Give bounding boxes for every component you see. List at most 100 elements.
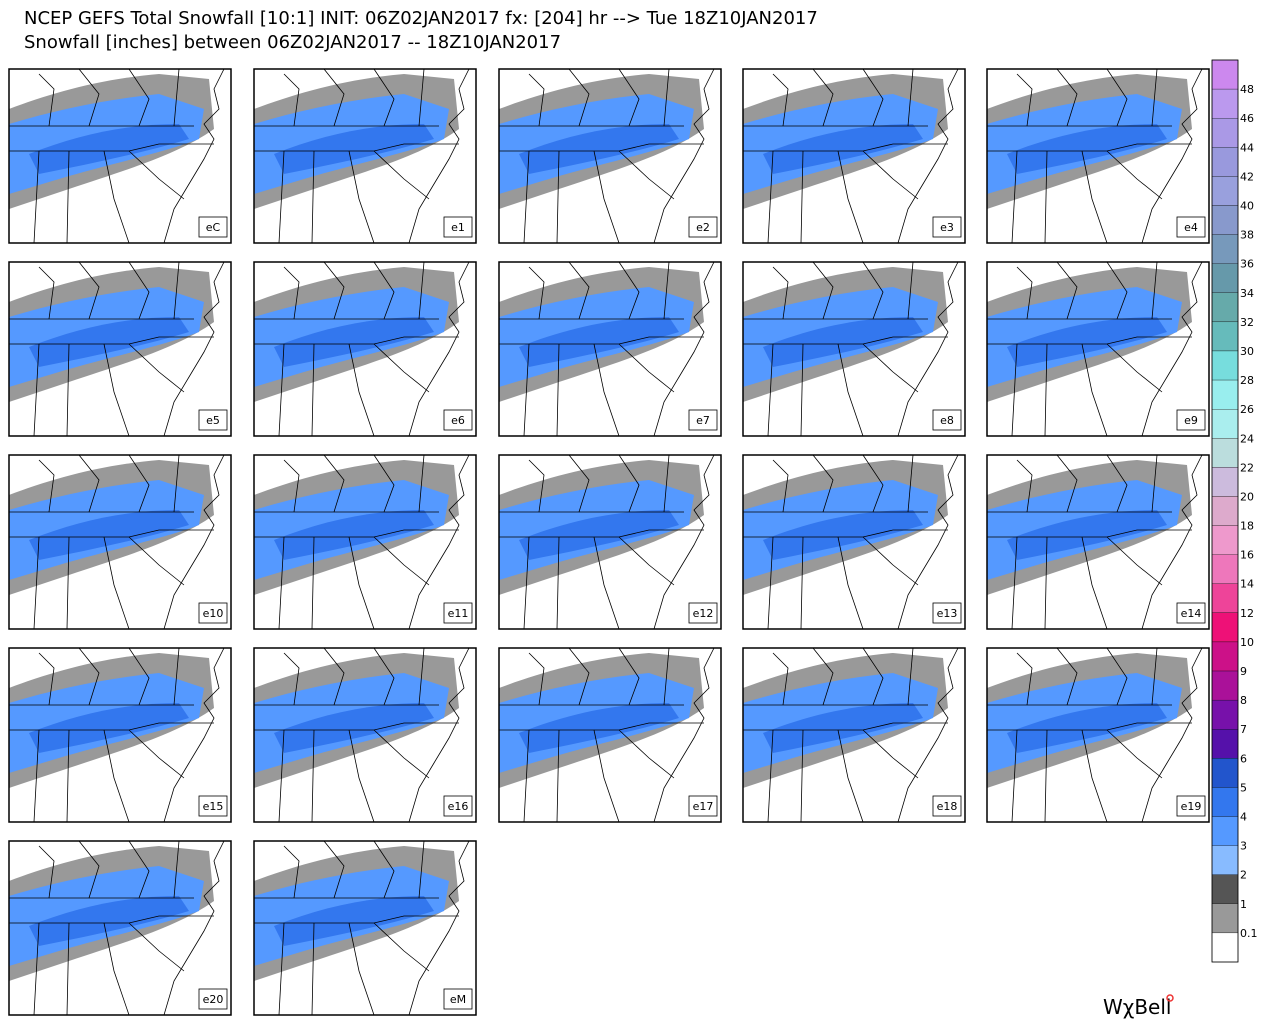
label-box <box>1176 409 1206 431</box>
panel-label: e5 <box>206 414 220 427</box>
panel-border <box>986 454 1210 630</box>
panel-label: e12 <box>693 607 714 620</box>
map-panel: e13 <box>742 454 966 630</box>
panel-label: e2 <box>696 221 710 234</box>
panel-label: e4 <box>1184 221 1198 234</box>
colorbar-swatch <box>1211 816 1239 846</box>
colorbar-label: 10 <box>1240 636 1254 649</box>
map-panel: e1 <box>253 68 477 244</box>
colorbar-label: 2 <box>1240 869 1247 882</box>
map-panel: e5 <box>8 261 232 437</box>
panel-label: e9 <box>1184 414 1198 427</box>
label-box <box>198 216 228 238</box>
colorbar-label: 9 <box>1240 665 1247 678</box>
colorbar-label: 14 <box>1240 578 1254 591</box>
colorbar-swatch <box>1211 583 1239 613</box>
map-panel: e10 <box>8 454 232 630</box>
map-panel: e4 <box>986 68 1210 244</box>
colorbar-label: 18 <box>1240 520 1254 533</box>
panel-border <box>8 261 232 437</box>
label-box <box>443 988 473 1010</box>
panel-label: e15 <box>203 800 224 813</box>
colorbar-label: 34 <box>1240 287 1254 300</box>
colorbar-label: 32 <box>1240 316 1254 329</box>
label-box <box>932 216 962 238</box>
colorbar-swatch <box>1211 147 1239 177</box>
panel-label: eC <box>206 221 221 234</box>
label-box <box>688 409 718 431</box>
label-box <box>932 795 962 817</box>
colorbar-swatch <box>1211 758 1239 788</box>
map-panel: e3 <box>742 68 966 244</box>
label-box <box>443 795 473 817</box>
panel-label: eM <box>450 993 466 1006</box>
colorbar-label: 44 <box>1240 141 1254 154</box>
label-box <box>932 409 962 431</box>
panel-border <box>253 261 477 437</box>
colorbar-label: 1 <box>1240 898 1247 911</box>
colorbar-swatch <box>1211 903 1239 934</box>
colorbar-swatch <box>1211 641 1239 672</box>
colorbar-swatch <box>1211 699 1239 730</box>
colorbar-swatch <box>1211 409 1239 439</box>
colorbar-label: 22 <box>1240 461 1254 474</box>
colorbar-swatch <box>1211 350 1239 381</box>
colorbar-swatch <box>1211 379 1239 410</box>
panel-border <box>8 840 232 1016</box>
label-box <box>198 795 228 817</box>
panel-border <box>498 454 722 630</box>
colorbar-swatch <box>1211 670 1239 701</box>
colorbar-label: 12 <box>1240 607 1254 620</box>
colorbar-swatch <box>1211 438 1239 468</box>
panel-border <box>986 647 1210 823</box>
colorbar-swatch <box>1211 176 1239 206</box>
map-panel: e6 <box>253 261 477 437</box>
colorbar-swatch <box>1211 787 1239 817</box>
panel-border <box>986 261 1210 437</box>
label-box <box>688 795 718 817</box>
panel-label: e6 <box>451 414 465 427</box>
colorbar-swatch <box>1211 874 1239 904</box>
label-box <box>1176 602 1206 624</box>
panel-label: e17 <box>693 800 714 813</box>
colorbar-swatch <box>1211 525 1239 555</box>
panel-border <box>8 647 232 823</box>
panel-border <box>742 261 966 437</box>
colorbar-swatch <box>1211 88 1239 119</box>
colorbar-border <box>1211 59 1239 963</box>
colorbar-label: 20 <box>1240 490 1254 503</box>
colorbar-swatch <box>1211 932 1239 963</box>
label-box <box>1176 216 1206 238</box>
colorbar-swatch <box>1211 554 1239 584</box>
panel-label: e13 <box>937 607 958 620</box>
panel-border <box>742 68 966 244</box>
colorbar-swatch <box>1211 845 1239 875</box>
panel-border <box>498 647 722 823</box>
map-panel: e8 <box>742 261 966 437</box>
map-panel: e20 <box>8 840 232 1016</box>
colorbar-label: 30 <box>1240 345 1254 358</box>
colorbar-swatch <box>1211 612 1239 643</box>
colorbar-label: 3 <box>1240 840 1247 853</box>
panel-label: e19 <box>1181 800 1202 813</box>
panel-border <box>498 261 722 437</box>
panel-label: e16 <box>448 800 469 813</box>
label-box <box>443 409 473 431</box>
label-box <box>443 602 473 624</box>
colorbar-swatch <box>1211 467 1239 497</box>
map-panel: eC <box>8 68 232 244</box>
panel-label: e18 <box>937 800 958 813</box>
colorbar-swatch <box>1211 59 1239 90</box>
colorbar-label: 46 <box>1240 112 1254 125</box>
colorbar-label: 0.1 <box>1240 927 1258 940</box>
panel-border <box>253 647 477 823</box>
panel-label: e3 <box>940 221 954 234</box>
colorbar-swatch <box>1211 205 1239 235</box>
map-panel: e7 <box>498 261 722 437</box>
panel-border <box>253 454 477 630</box>
label-box <box>932 602 962 624</box>
colorbar-label: 6 <box>1240 752 1247 765</box>
colorbar-label: 40 <box>1240 199 1254 212</box>
panel-border <box>742 454 966 630</box>
